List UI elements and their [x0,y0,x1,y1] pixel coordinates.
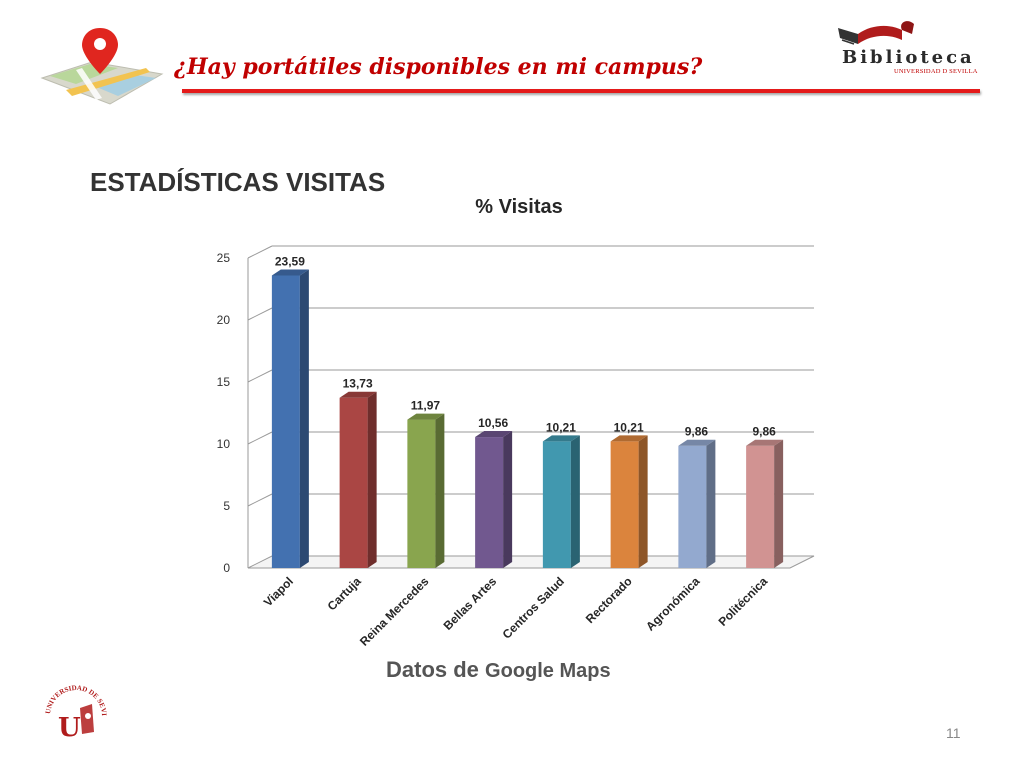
bar-front [542,441,571,568]
x-tick-label: Agronómica [643,574,703,634]
bar-side [570,435,580,568]
svg-text:U: U [58,713,81,742]
x-tick-label: Reina Mercedes [357,574,432,649]
y-tick-label: 10 [217,437,231,451]
y-tick-label: 15 [217,375,231,389]
x-tick-label: Viapol [261,574,296,609]
bar-reina-mercedes [407,413,445,568]
map-pin-logo-icon [40,28,164,105]
data-source-name: Google Maps [485,660,611,682]
svg-text:UNIVERSIDAD DE SEVILLA: UNIVERSIDAD DE SEVILLA [44,682,108,716]
bar-cartuja [339,391,377,568]
y-tick-label: 25 [217,251,231,265]
bar-value-label: 13,73 [343,377,373,391]
y-tick-label: 5 [223,499,230,513]
bar-side [435,413,445,568]
bar-top [678,439,716,446]
bar-side [774,439,784,568]
biblioteca-book-logo-icon [838,21,914,45]
x-tick-label: Rectorado [583,574,635,626]
x-tick-label: Politécnica [716,574,771,629]
bar-value-label: 11,97 [411,399,441,413]
bar-centros-salud [542,435,580,568]
bar-top [475,431,513,438]
gridline-diagonal [247,245,273,259]
gridline-diagonal [247,307,273,321]
x-tick-label: Centros Salud [500,574,567,641]
bar-agronómica [678,439,716,568]
bar-side [503,431,513,568]
bar-side [706,439,716,568]
bar-side [638,435,648,568]
bar-top [407,413,445,420]
bar-top [271,269,309,276]
bar-top [542,435,580,442]
gridline-diagonal [247,369,273,383]
visits-bar-chart: % Visitas 0 5 10 15 20 25 23,59 Viapol 13,73 Car… [217,196,815,649]
y-tick-label: 0 [223,561,230,575]
universidad-sevilla-seal-icon: UNIVERSIDAD DE SEVILLA U [44,682,108,742]
brand-subtitle: UNIVERSIDAD D SEVILLA [894,68,978,75]
bar-bellas-artes [475,431,513,568]
bar-viapol [271,269,309,568]
gridline-diagonal [247,493,273,507]
section-title: ESTADÍSTICAS VISITAS [90,167,386,197]
bar-front [271,275,300,568]
bar-side [367,391,377,568]
bar-top [610,435,648,442]
bar-value-label: 10,21 [614,420,644,434]
bar-value-label: 10,56 [478,416,508,430]
bar-top [339,391,377,398]
gridline-diagonal [247,431,273,445]
bar-top [746,439,784,446]
bar-politécnica [746,439,784,568]
data-source-prefix: Datos de [386,657,479,682]
brand-name: Biblioteca [842,47,975,68]
bar-value-label: 9,86 [685,425,709,439]
x-tick-label: Cartuja [325,574,364,613]
chart-floor [247,555,815,569]
bar-front [746,445,775,568]
bar-value-label: 10,21 [546,420,576,434]
y-tick-label: 20 [217,313,231,327]
bar-value-label: 9,86 [752,425,776,439]
page-title: ¿Hay portátiles disponibles en mi campus… [174,54,703,80]
bar-front [610,441,639,568]
bar-front [339,397,368,568]
bar-rectorado [610,435,648,568]
bar-front [475,437,504,568]
x-tick-label: Bellas Artes [441,574,500,633]
bar-value-label: 23,59 [275,254,305,268]
bar-front [678,445,707,568]
page-number: 11 [946,725,961,741]
data-source-note: Datos de Google Maps [386,657,611,683]
header-divider [182,89,980,93]
bar-front [407,419,436,568]
bar-side [299,269,309,568]
chart-title: % Visitas [475,196,562,218]
